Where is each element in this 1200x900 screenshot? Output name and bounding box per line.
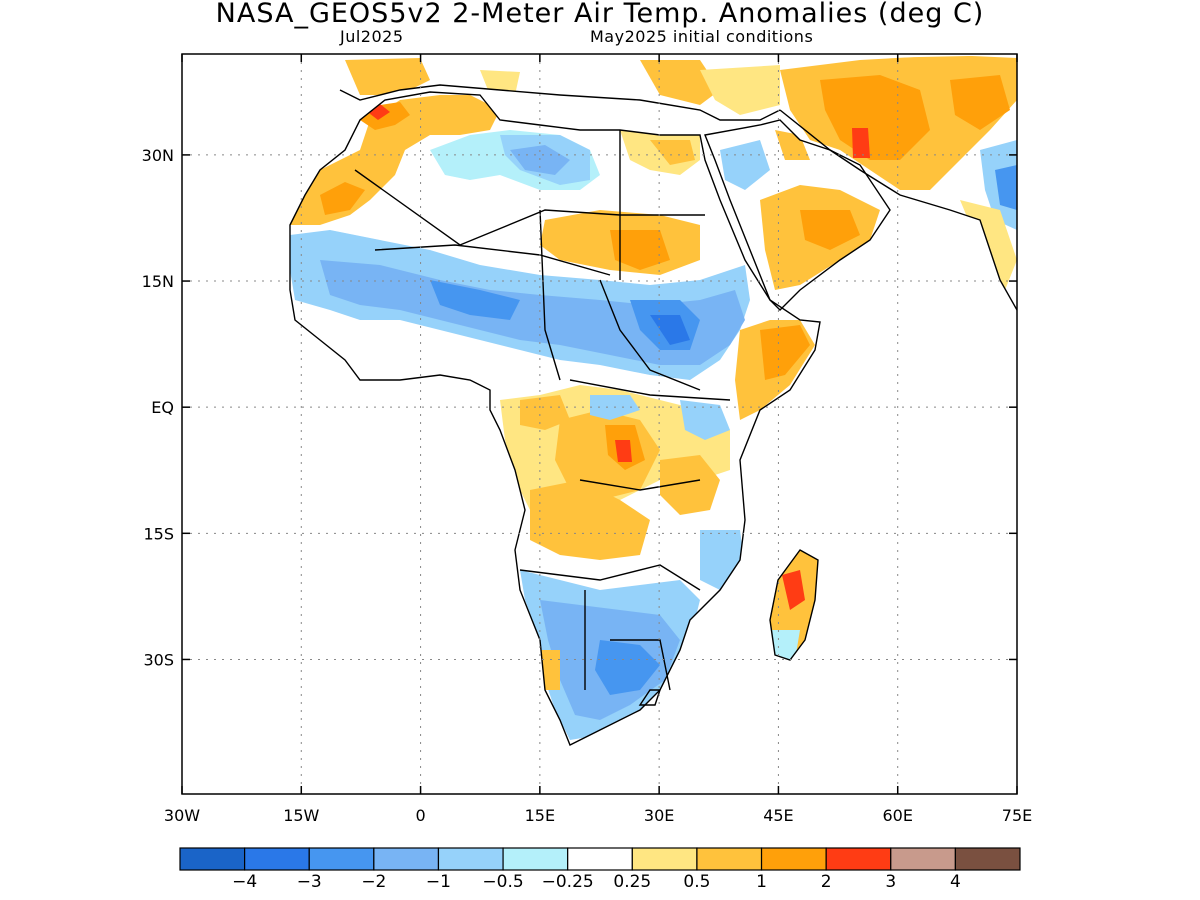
colorbar-swatch [437, 847, 504, 871]
coastlines [289, 84, 1017, 746]
colorbar-swatch [308, 847, 375, 871]
colorbar-swatch [631, 847, 698, 871]
colorbar-swatch [760, 847, 827, 871]
colorbar-label: −0.5 [482, 872, 523, 892]
chart-title: NASA_GEOS5v2 2-Meter Air Temp. Anomalies… [215, 0, 985, 29]
init-conditions-label: May2025 initial conditions [590, 27, 814, 46]
x-axis: 30W 15W 0 15E 30E 45E 60E 75E [164, 54, 1032, 825]
colorbar-label: 4 [950, 872, 961, 892]
colorbar-label: −4 [232, 872, 257, 892]
y-axis: 30N 15N EQ 15S 30S [142, 146, 1017, 669]
y-tick-label: 15S [143, 524, 174, 543]
colorbar-label: 0.5 [683, 872, 710, 892]
y-tick-label: EQ [151, 398, 174, 417]
graticule [182, 54, 1017, 794]
valid-month-label: Jul2025 [340, 27, 404, 46]
x-tick-label: 15W [283, 806, 319, 825]
colorbar-swatch [890, 847, 956, 871]
x-tick-label: 0 [415, 806, 425, 825]
colorbar-label: −3 [297, 872, 322, 892]
y-tick-label: 30S [143, 650, 174, 669]
colorbar-label: 2 [821, 872, 832, 892]
x-tick-label: 45E [763, 806, 793, 825]
plot-frame [181, 53, 1018, 795]
y-tick-label: 30N [142, 146, 174, 165]
y-tick-label: 15N [142, 272, 174, 291]
colorbar-swatch [179, 847, 246, 871]
x-tick-label: 60E [882, 806, 912, 825]
colorbar-swatch [244, 847, 310, 871]
x-tick-label: 30E [644, 806, 674, 825]
colorbar-label: −0.25 [542, 872, 594, 892]
colorbar-label: 1 [756, 872, 767, 892]
colorbar-swatch [696, 847, 763, 871]
colorbar-label: 3 [885, 872, 896, 892]
colorbar-label: −1 [426, 872, 451, 892]
x-tick-label: 30W [164, 806, 200, 825]
x-tick-label: 75E [1002, 806, 1032, 825]
colorbar-label: −2 [361, 872, 386, 892]
anomaly-shading [290, 54, 1017, 745]
colorbar-swatch [954, 847, 1021, 871]
colorbar: −4 −3 −2 −1 −0.5 −0.25 0.25 0.5 1 2 3 4 [179, 847, 1021, 892]
colorbar-swatch [567, 847, 633, 871]
x-tick-label: 15E [525, 806, 555, 825]
colorbar-label: 0.25 [613, 872, 651, 892]
colorbar-swatch [373, 847, 440, 871]
colorbar-swatch [502, 847, 569, 871]
colorbar-swatch [825, 847, 892, 871]
